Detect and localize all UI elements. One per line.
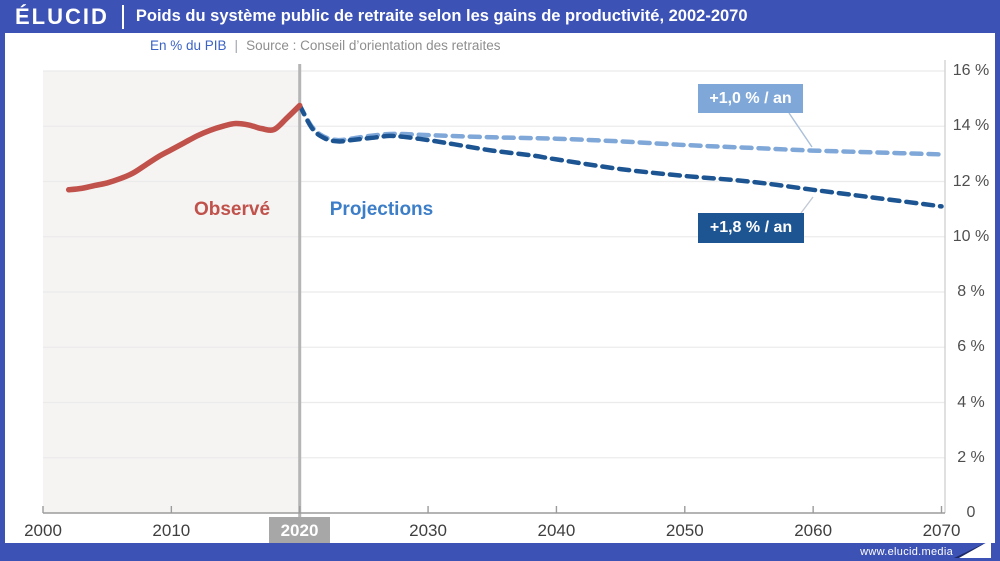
x-tick-label-2050: 2050 [665,521,704,540]
y-tick-label-8: 8 % [957,283,985,300]
observed-line [65,102,303,193]
frame-border-right [995,0,1000,561]
projection-low-line [297,103,944,157]
y-tick-label-10: 10 % [952,227,990,245]
subtitle-separator: | [234,38,239,53]
source-label: Source : Conseil d’orientation des retra… [246,38,501,53]
frame-border-left [0,0,5,561]
x-highlight-badge: 2020 [269,517,330,544]
x-tick-label-2010: 2010 [152,521,191,540]
unit-label: En % du PIB [150,38,227,53]
projections-label: Projections [329,199,434,220]
y-tick-label-0: 0 [966,504,976,521]
y-tick-label-2: 2 % [957,448,985,466]
y-tick-label-14: 14 % [952,117,990,135]
x-tick-label-2060: 2060 [794,521,833,540]
subtitle-row: En % du PIB | Source : Conseil d’orienta… [150,33,500,58]
scenario-low-connector [788,112,813,148]
header-separator [121,4,124,29]
scenario-high-badge: +1,8 % / an [698,213,804,243]
scenario-high-connector [800,196,814,214]
footer-bar [0,543,1000,561]
elucid-logo: ÉLUCID [15,3,109,29]
x-tick-label-2000: 2000 [24,521,62,540]
y-tick-label-12: 12 % [952,172,990,190]
y-tick-label-16: 16 % [952,62,990,79]
elucid-arrow-icon [953,533,993,559]
projection-high-line [297,103,944,209]
x-tick-label-2030: 2030 [409,521,447,540]
x-tick-label-2070: 2070 [922,521,961,540]
observed-label: Observé [193,199,271,220]
scenario-low-badge: +1,0 % / an [698,84,803,113]
x-tick-label-2040: 2040 [537,521,576,540]
y-tick-label-4: 4 % [957,393,985,411]
page-title: Poids du système public de retraite selo… [135,7,748,25]
header-bar: ÉLUCID Poids du système public de retrai… [0,0,1000,33]
website-label: www.elucid.media [860,546,953,558]
y-tick-label-6: 6 % [957,338,985,356]
